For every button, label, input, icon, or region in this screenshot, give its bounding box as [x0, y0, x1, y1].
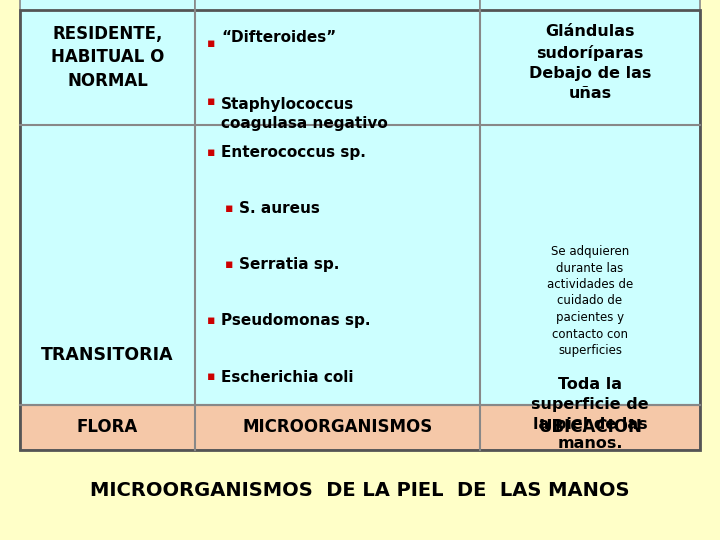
Text: ▪: ▪	[225, 202, 233, 215]
Text: “Difteroides”: “Difteroides”	[221, 30, 336, 44]
Bar	[195, 125, 480, 405]
Text: S. aureus: S. aureus	[239, 201, 320, 216]
Bar	[195, 405, 480, 450]
Text: ▪: ▪	[207, 314, 215, 327]
Text: MICROORGANISMOS: MICROORGANISMOS	[243, 418, 433, 436]
Text: RESIDENTE,
HABITUAL O
NORMAL: RESIDENTE, HABITUAL O NORMAL	[51, 25, 164, 90]
Text: Serratia sp.: Serratia sp.	[239, 257, 339, 272]
Text: Pseudomonas sp.: Pseudomonas sp.	[221, 313, 371, 328]
Text: ▪: ▪	[207, 95, 215, 108]
Bar	[195, 0, 480, 125]
Text: Glándulas
sudoríparas
Debajo de las
uñas: Glándulas sudoríparas Debajo de las uñas	[528, 24, 651, 102]
Text: TRANSITORIA: TRANSITORIA	[41, 346, 174, 363]
Bar	[20, 405, 195, 450]
Text: Toda la
superficie de
la piel de las
manos.: Toda la superficie de la piel de las man…	[531, 377, 649, 451]
Bar	[20, 125, 195, 405]
Text: MICROORGANISMOS  DE LA PIEL  DE  LAS MANOS: MICROORGANISMOS DE LA PIEL DE LAS MANOS	[90, 481, 630, 500]
Text: FLORA: FLORA	[77, 418, 138, 436]
Bar	[20, 0, 195, 125]
Bar	[480, 405, 700, 450]
Text: UBICACION: UBICACION	[538, 418, 642, 436]
Text: Escherichia coli: Escherichia coli	[221, 369, 354, 384]
Text: ▪: ▪	[225, 258, 233, 271]
Bar	[20, 10, 700, 450]
Bar	[480, 125, 700, 405]
Text: ▪: ▪	[207, 145, 215, 159]
Text: ▪: ▪	[207, 37, 215, 50]
Text: Enterococcus sp.: Enterococcus sp.	[221, 145, 366, 159]
Text: ▪: ▪	[207, 370, 215, 383]
Text: Staphylococcus
coagulasa negativo: Staphylococcus coagulasa negativo	[221, 97, 388, 131]
Text: Se adquieren
durante las
actividades de
cuidado de
pacientes y
contacto con
supe: Se adquieren durante las actividades de …	[547, 245, 633, 357]
Bar	[480, 0, 700, 125]
